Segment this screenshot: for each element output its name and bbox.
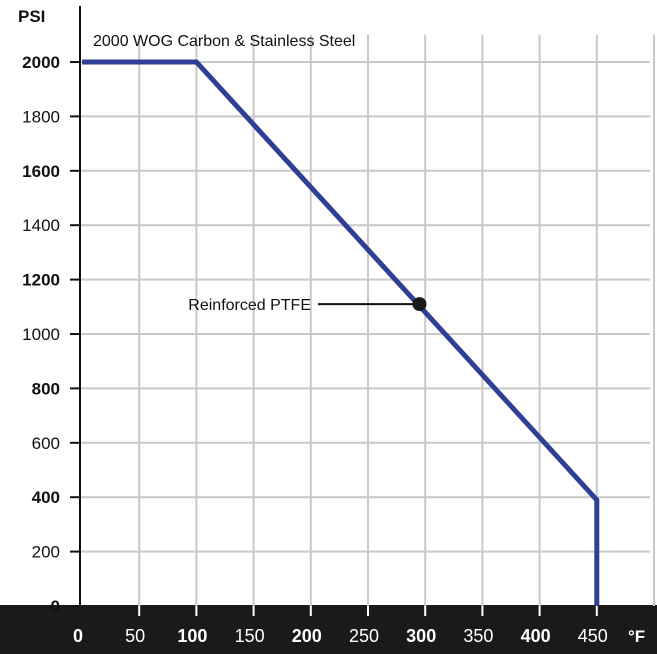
x-tick-label: 300 xyxy=(406,626,436,646)
y-axis-ticks: 0 200 400 600 800 1000 1200 1400 1600 1800 2000 xyxy=(22,53,80,616)
x-axis-ticks: 0 50 100 150 200 250 300 350 400 450 xyxy=(73,606,608,646)
x-axis-band xyxy=(0,605,657,654)
series-group xyxy=(82,59,600,606)
y-tick-label: 200 xyxy=(32,543,60,562)
y-tick-label: 1000 xyxy=(22,325,60,344)
x-tick-label: 350 xyxy=(463,626,493,646)
y-tick-label: 800 xyxy=(32,379,60,398)
x-tick-label: 50 xyxy=(125,626,145,646)
y-tick-label: 600 xyxy=(32,434,60,453)
y-tick-label: 0 xyxy=(51,597,60,616)
y-tick-label: 1600 xyxy=(22,162,60,181)
x-tick-label: 100 xyxy=(177,626,207,646)
grid xyxy=(80,34,655,606)
x-tick-label: 200 xyxy=(292,626,322,646)
chart-title: 2000 WOG Carbon & Stainless Steel xyxy=(93,33,355,50)
y-tick-label: 1800 xyxy=(22,107,60,126)
x-tick-label: 250 xyxy=(349,626,379,646)
annotation-label: Reinforced PTFE xyxy=(188,297,311,314)
x-tick-label: 0 xyxy=(73,626,83,646)
series-line xyxy=(82,59,600,606)
x-tick-label: 150 xyxy=(235,626,265,646)
annotations-group: Reinforced PTFE xyxy=(188,297,427,314)
y-axis-label: PSI xyxy=(18,7,45,26)
x-tick-label: 450 xyxy=(578,626,608,646)
annotation-marker xyxy=(412,297,427,312)
x-tick-label: 400 xyxy=(521,626,551,646)
y-tick-label: 1400 xyxy=(22,216,60,235)
y-tick-label: 1200 xyxy=(22,271,60,290)
y-tick-label: 2000 xyxy=(22,53,60,72)
y-tick-label: 400 xyxy=(32,488,60,507)
x-axis-unit-label: °F xyxy=(628,627,645,646)
